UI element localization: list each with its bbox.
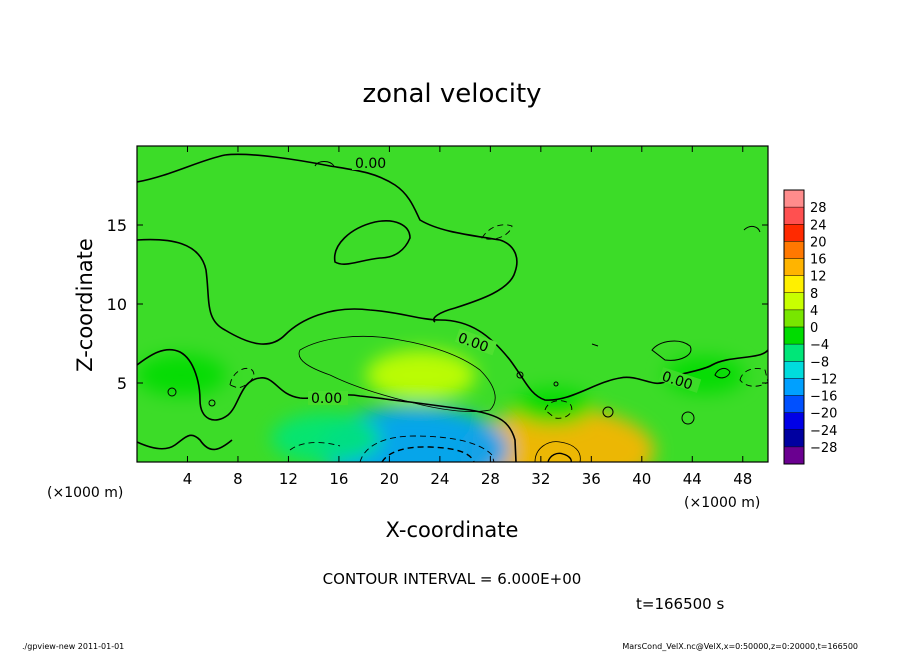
small-contour-loop bbox=[651, 340, 692, 361]
negative-contour-right bbox=[544, 400, 573, 419]
colorbar-label: −28 bbox=[810, 441, 837, 456]
colorbar-label: −16 bbox=[810, 390, 837, 405]
small-contour-loop bbox=[167, 387, 177, 397]
colorbar-label: −4 bbox=[810, 338, 829, 353]
negative-contour-upper bbox=[481, 224, 513, 240]
x-unit-left: (×1000 m) bbox=[47, 485, 123, 501]
colorbar-swatch bbox=[784, 327, 804, 345]
positive-contour-surface-inner bbox=[547, 452, 572, 462]
small-contour-loop bbox=[591, 343, 599, 347]
colorbar-label: 12 bbox=[810, 270, 827, 285]
colorbar-swatch bbox=[784, 241, 804, 259]
negative-velocity-region bbox=[513, 388, 594, 426]
y-tick-label: 5 bbox=[117, 374, 127, 393]
x-tick-label: 40 bbox=[632, 470, 651, 488]
contour-label: 0.00 bbox=[311, 391, 342, 407]
colorbar-swatch bbox=[784, 292, 804, 310]
colorbar-label: 24 bbox=[810, 218, 827, 233]
zero-contour-lower bbox=[137, 348, 517, 462]
small-contour-loop bbox=[314, 161, 335, 167]
colorbar-label: 16 bbox=[810, 253, 827, 268]
zero-contour-island bbox=[333, 220, 411, 265]
colorbar-label: −12 bbox=[810, 372, 837, 387]
colorbar-swatch bbox=[784, 378, 804, 396]
negative-contour-mid bbox=[289, 442, 341, 451]
negative-contour-jet-outer bbox=[359, 435, 495, 462]
y-tick-label: 10 bbox=[107, 295, 127, 314]
colorbar-swatch bbox=[784, 344, 804, 362]
zero-contour-top bbox=[137, 153, 518, 323]
colorbar-swatch bbox=[784, 446, 804, 464]
colorbar-label: −20 bbox=[810, 407, 837, 422]
small-contour-loop bbox=[602, 406, 614, 418]
x-tick-label: 24 bbox=[430, 470, 449, 488]
footer-left: ./gpview-new 2011-01-01 bbox=[22, 642, 125, 651]
negative-velocity-region bbox=[137, 354, 227, 396]
x-tick-label: 12 bbox=[279, 470, 298, 488]
colorbar-swatch bbox=[784, 361, 804, 379]
colorbar-label: 8 bbox=[810, 287, 818, 302]
footer-right: MarsCond_VelX.nc@VelX,x=0:50000,z=0:2000… bbox=[622, 642, 858, 651]
colorbar-swatch bbox=[784, 207, 804, 225]
small-contour-loop bbox=[516, 371, 524, 379]
contour-interval-text: CONTOUR INTERVAL = 6.000E+00 bbox=[323, 570, 582, 588]
negative-velocity-region bbox=[271, 413, 382, 462]
colorbar-swatch bbox=[784, 412, 804, 430]
colorbar: 28 24 20 16 12 8 4 0 −4 −8 −12 −16 −20 −24 −28 bbox=[783, 189, 837, 465]
x-tick-label: 44 bbox=[683, 470, 702, 488]
negative-contour-left bbox=[229, 367, 255, 389]
colorbar-swatch bbox=[784, 190, 804, 208]
x-unit-right: (×1000 m) bbox=[684, 495, 760, 511]
x-tick-label: 8 bbox=[233, 470, 243, 488]
positive-velocity-region bbox=[365, 349, 476, 401]
colorbar-swatch bbox=[784, 429, 804, 447]
colorbar-label: 0 bbox=[810, 321, 818, 336]
colorbar-label: −24 bbox=[810, 424, 837, 439]
small-contour-loop bbox=[743, 225, 761, 233]
negative-contour-jet-inner bbox=[381, 446, 475, 462]
colorbar-swatch bbox=[784, 258, 804, 276]
x-tick-label: 28 bbox=[481, 470, 500, 488]
contour-label: 0.00 bbox=[355, 156, 386, 172]
small-contour-loop bbox=[681, 411, 695, 425]
x-tick-label: 36 bbox=[582, 470, 601, 488]
x-tick-label: 16 bbox=[329, 470, 348, 488]
y-tick-label: 15 bbox=[107, 216, 127, 235]
x-tick-label: 48 bbox=[733, 470, 752, 488]
x-axis-label: X-coordinate bbox=[386, 518, 519, 542]
colorbar-label: 4 bbox=[810, 304, 818, 319]
x-tick-label: 4 bbox=[183, 470, 193, 488]
time-text: t=166500 s bbox=[636, 595, 724, 613]
colorbar-label: −8 bbox=[810, 355, 829, 370]
chart-title: zonal velocity bbox=[362, 79, 541, 109]
velocity-field bbox=[137, 146, 768, 462]
y-axis: 5 10 15 bbox=[107, 216, 768, 393]
positive-velocity-region bbox=[464, 408, 655, 462]
x-tick-label: 20 bbox=[380, 470, 399, 488]
small-contour-loop bbox=[714, 367, 731, 379]
colorbar-swatch bbox=[784, 224, 804, 242]
small-contour-loop bbox=[208, 399, 216, 407]
x-tick-label: 32 bbox=[531, 470, 550, 488]
x-axis: 4 8 12 16 20 24 28 32 36 40 44 48 bbox=[183, 146, 752, 488]
positive-contour-core bbox=[298, 336, 496, 412]
y-axis-label: Z-coordinate bbox=[73, 238, 97, 372]
colorbar-swatch bbox=[784, 395, 804, 413]
negative-contour-far-right bbox=[739, 368, 768, 387]
zero-contour-bottom-left bbox=[137, 434, 233, 451]
colorbar-label: 20 bbox=[810, 235, 827, 250]
colorbar-label: 28 bbox=[810, 201, 827, 216]
colorbar-swatch bbox=[784, 309, 804, 327]
positive-contour-surface bbox=[534, 441, 581, 462]
colorbar-swatch bbox=[784, 275, 804, 293]
small-contour-loop bbox=[553, 381, 559, 387]
